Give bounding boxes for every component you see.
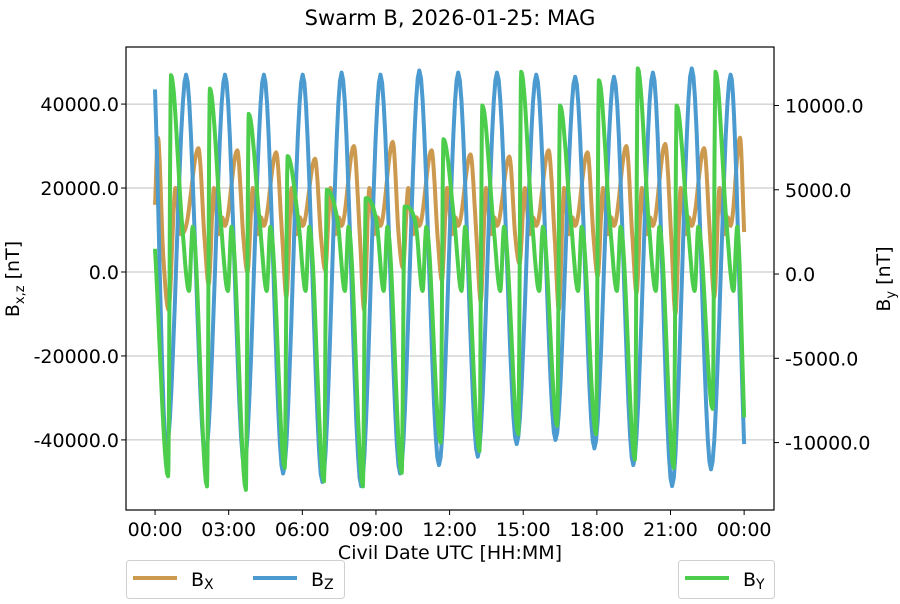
left-axis-ticks: -40000.0 -20000.0 0.0 20000.0 40000.0: [34, 94, 126, 452]
x-tick-label: 12:00: [422, 519, 477, 541]
series-lines: [153, 66, 747, 492]
left-tick-label: 0.0: [89, 262, 119, 284]
right-tick-label: 0.0: [785, 264, 815, 286]
x-tick-label: 21:00: [643, 519, 698, 541]
right-tick-label: 10000.0: [785, 95, 864, 117]
left-tick-label: 40000.0: [40, 94, 119, 116]
legend-label-bz: BZ: [311, 569, 334, 593]
x-tick-label: 00:00: [128, 519, 183, 541]
x-tick-label: 09:00: [349, 519, 404, 541]
x-axis-ticks: 00:00 03:00 06:00 09:00 12:00 15:00 18:00 21:00…: [128, 510, 772, 541]
legend-label-by: BY: [743, 569, 765, 593]
x-tick-label: 06:00: [275, 519, 330, 541]
right-axis-ticks: -10000.0 -5000.0 0.0 5000.0 10000.0: [774, 95, 870, 455]
left-axis-label: Bx,z [nT]: [2, 241, 28, 317]
legend-left: BX BZ: [126, 560, 345, 599]
left-tick-label: 20000.0: [40, 178, 119, 200]
x-tick-label: 15:00: [496, 519, 551, 541]
legend-label-bx: BX: [191, 569, 214, 593]
left-tick-label: -40000.0: [34, 430, 119, 452]
x-axis-label: Civil Date UTC [HH:MM]: [338, 542, 562, 564]
series-line-by: [153, 66, 747, 492]
right-tick-label: -10000.0: [785, 433, 870, 455]
x-tick-label: 18:00: [569, 519, 624, 541]
left-tick-label: -20000.0: [34, 346, 119, 368]
right-axis-label: By [nT]: [873, 246, 899, 311]
x-tick-label: 03:00: [201, 519, 256, 541]
right-tick-label: -5000.0: [785, 348, 858, 370]
legend-right: BY: [678, 560, 775, 599]
x-tick-label: 00:00: [717, 519, 772, 541]
chart-title: Swarm B, 2026-01-25: MAG: [305, 6, 596, 30]
right-tick-label: 5000.0: [785, 180, 851, 202]
